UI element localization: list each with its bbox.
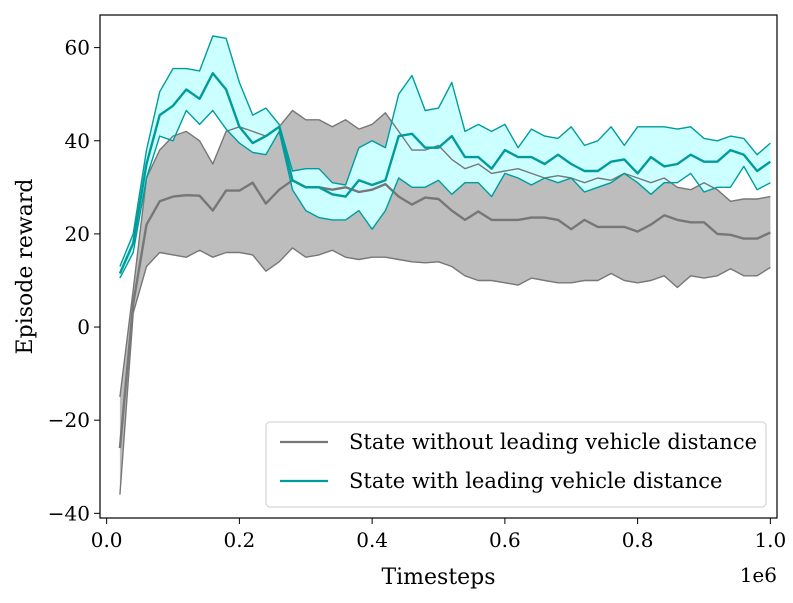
line-mean-without-distance bbox=[118, 179, 771, 449]
line-lower-with-distance bbox=[119, 109, 771, 279]
legend-label-with-distance: State with leading vehicle distance bbox=[349, 469, 722, 493]
x-tick-label: 1.0 bbox=[754, 528, 786, 552]
band-fill-with-distance bbox=[119, 36, 771, 279]
y-tick-label: 0 bbox=[77, 315, 90, 339]
line-upper-with-distance bbox=[119, 35, 771, 267]
x-offset-label: 1e6 bbox=[740, 563, 777, 587]
y-tick-label: 20 bbox=[65, 222, 90, 246]
y-axis-label: Episode reward bbox=[13, 179, 38, 355]
y-tick-label: 60 bbox=[65, 36, 90, 60]
x-tick-label: 0.2 bbox=[223, 528, 255, 552]
line-mean-with-distance bbox=[118, 71, 772, 274]
legend-box bbox=[265, 421, 767, 508]
series-lines bbox=[118, 35, 772, 495]
plot-frame bbox=[99, 14, 778, 519]
band-fill-without-distance bbox=[119, 110, 771, 495]
x-tick-label: 0.6 bbox=[489, 528, 521, 552]
x-tick-label: 0.8 bbox=[622, 528, 654, 552]
y-tick-label: −40 bbox=[48, 501, 90, 525]
x-tick-label: 0.0 bbox=[91, 528, 123, 552]
legend: State without leading vehicle distance S… bbox=[265, 421, 767, 508]
x-axis-ticks: 0.0 0.2 0.4 0.6 0.8 1.0 bbox=[91, 518, 786, 552]
confidence-bands bbox=[119, 36, 771, 495]
line-lower-without-distance bbox=[119, 247, 771, 495]
y-tick-label: 40 bbox=[65, 129, 90, 153]
x-tick-label: 0.4 bbox=[356, 528, 388, 552]
y-tick-label: −20 bbox=[48, 408, 90, 432]
legend-label-without-distance: State without leading vehicle distance bbox=[349, 430, 757, 454]
x-axis-label: Timesteps bbox=[381, 565, 495, 590]
y-axis-ticks: −40 −20 0 20 40 60 bbox=[48, 36, 100, 525]
